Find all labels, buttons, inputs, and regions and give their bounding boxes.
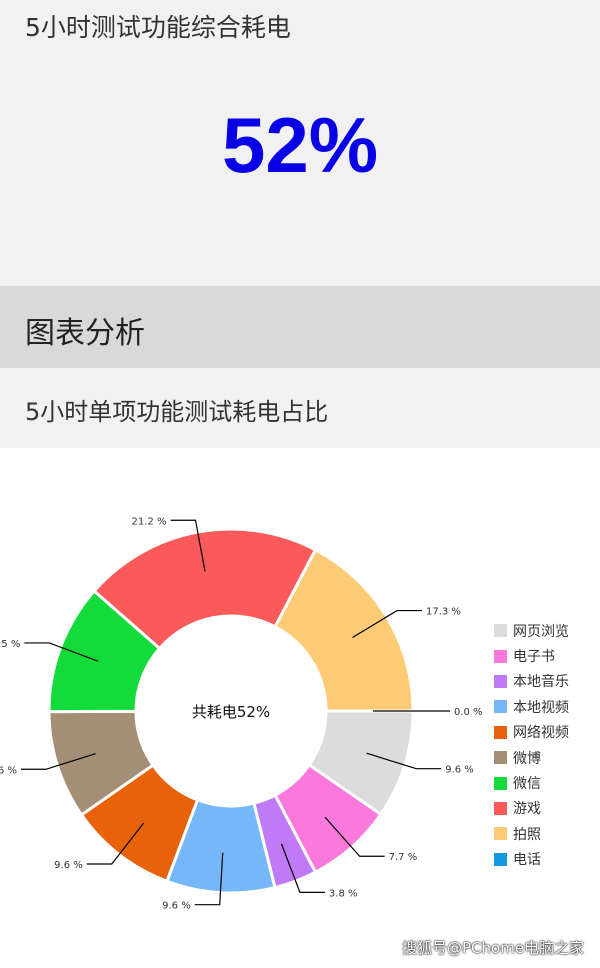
legend-label: 网络视频: [513, 725, 569, 742]
leader-line-6: [24, 642, 99, 662]
legend-swatch: [494, 776, 507, 790]
slice-8[interactable]: [273, 547, 415, 713]
summary-value: 52%: [221, 101, 379, 189]
slice-label-8: 17.3 %: [426, 607, 461, 618]
legend-item[interactable]: 微信: [494, 770, 569, 795]
legend-label: 微信: [513, 776, 541, 793]
legend-item[interactable]: 网页浏览: [494, 618, 569, 643]
slice-label-2: 3.8 %: [329, 888, 358, 899]
center-label: 共耗电52%: [192, 703, 270, 721]
legend-label: 电话: [513, 852, 541, 869]
legend-swatch: [494, 801, 507, 815]
leader-line-4: [86, 822, 145, 865]
legend-item[interactable]: 游戏: [494, 796, 569, 821]
section-title: 图表分析: [25, 316, 145, 351]
legend-swatch: [494, 852, 507, 866]
legend-item[interactable]: 网络视频: [494, 720, 569, 745]
section-header: 图表分析: [0, 286, 600, 368]
leader-line-2: [280, 843, 325, 893]
slice-label-3: 9.6 %: [162, 901, 191, 912]
legend-label: 电子书: [513, 649, 555, 666]
slice-label-5: 9.6 %: [0, 765, 17, 776]
legend-label: 微博: [513, 750, 541, 767]
summary-title: 5小时测试功能综合耗电: [25, 13, 291, 42]
legend-label: 游戏: [513, 801, 541, 818]
slice-label-1: 7.7 %: [389, 852, 418, 863]
leader-line-8: [352, 609, 422, 639]
legend-label: 本地视频: [513, 699, 569, 716]
legend-swatch: [494, 827, 507, 841]
leader-line-3: [194, 852, 224, 906]
leader-line-0: [366, 752, 442, 770]
legend-swatch: [494, 624, 507, 638]
slice-label-6: 11.5 %: [0, 639, 20, 650]
legend-item[interactable]: 电子书: [494, 643, 569, 668]
legend-swatch: [494, 649, 507, 663]
legend-item[interactable]: 微博: [494, 745, 569, 770]
leader-line-7: [170, 519, 206, 572]
legend-label: 拍照: [513, 826, 541, 843]
legend-swatch: [494, 725, 507, 739]
slice-label-0: 9.6 %: [445, 765, 474, 776]
legend-swatch: [494, 700, 507, 714]
legend-swatch: [494, 751, 507, 765]
slice-label-9: 0.0 %: [454, 707, 483, 718]
watermark: 搜狐号@PChome电脑之家: [402, 939, 585, 957]
legend-label: 网页浏览: [513, 623, 569, 640]
chart-legend: 网页浏览电子书本地音乐本地视频网络视频微博微信游戏拍照电话: [494, 618, 569, 872]
slice-7[interactable]: [92, 527, 318, 651]
legend-item[interactable]: 本地音乐: [494, 669, 569, 694]
legend-item[interactable]: 本地视频: [494, 694, 569, 719]
leader-line-5: [20, 753, 96, 770]
legend-label: 本地音乐: [513, 674, 569, 691]
leader-line-1: [324, 816, 385, 857]
chart-subtitle: 5小时单项功能测试耗电占比: [25, 398, 329, 426]
slice-label-7: 21.2 %: [132, 516, 167, 527]
legend-item[interactable]: 拍照: [494, 821, 569, 846]
chart-subtitle-bar: 5小时单项功能测试耗电占比: [0, 368, 600, 448]
legend-item[interactable]: 电话: [494, 847, 569, 872]
donut-chart: 9.6 % 7.7 % 3.8 % 9.6 % 9.6 % 9.6 % 11.5 % 21.2…: [0, 516, 483, 912]
slice-label-4: 9.6 %: [54, 860, 83, 871]
summary-panel: 5小时测试功能综合耗电 52%: [0, 0, 600, 286]
legend-swatch: [494, 674, 507, 688]
